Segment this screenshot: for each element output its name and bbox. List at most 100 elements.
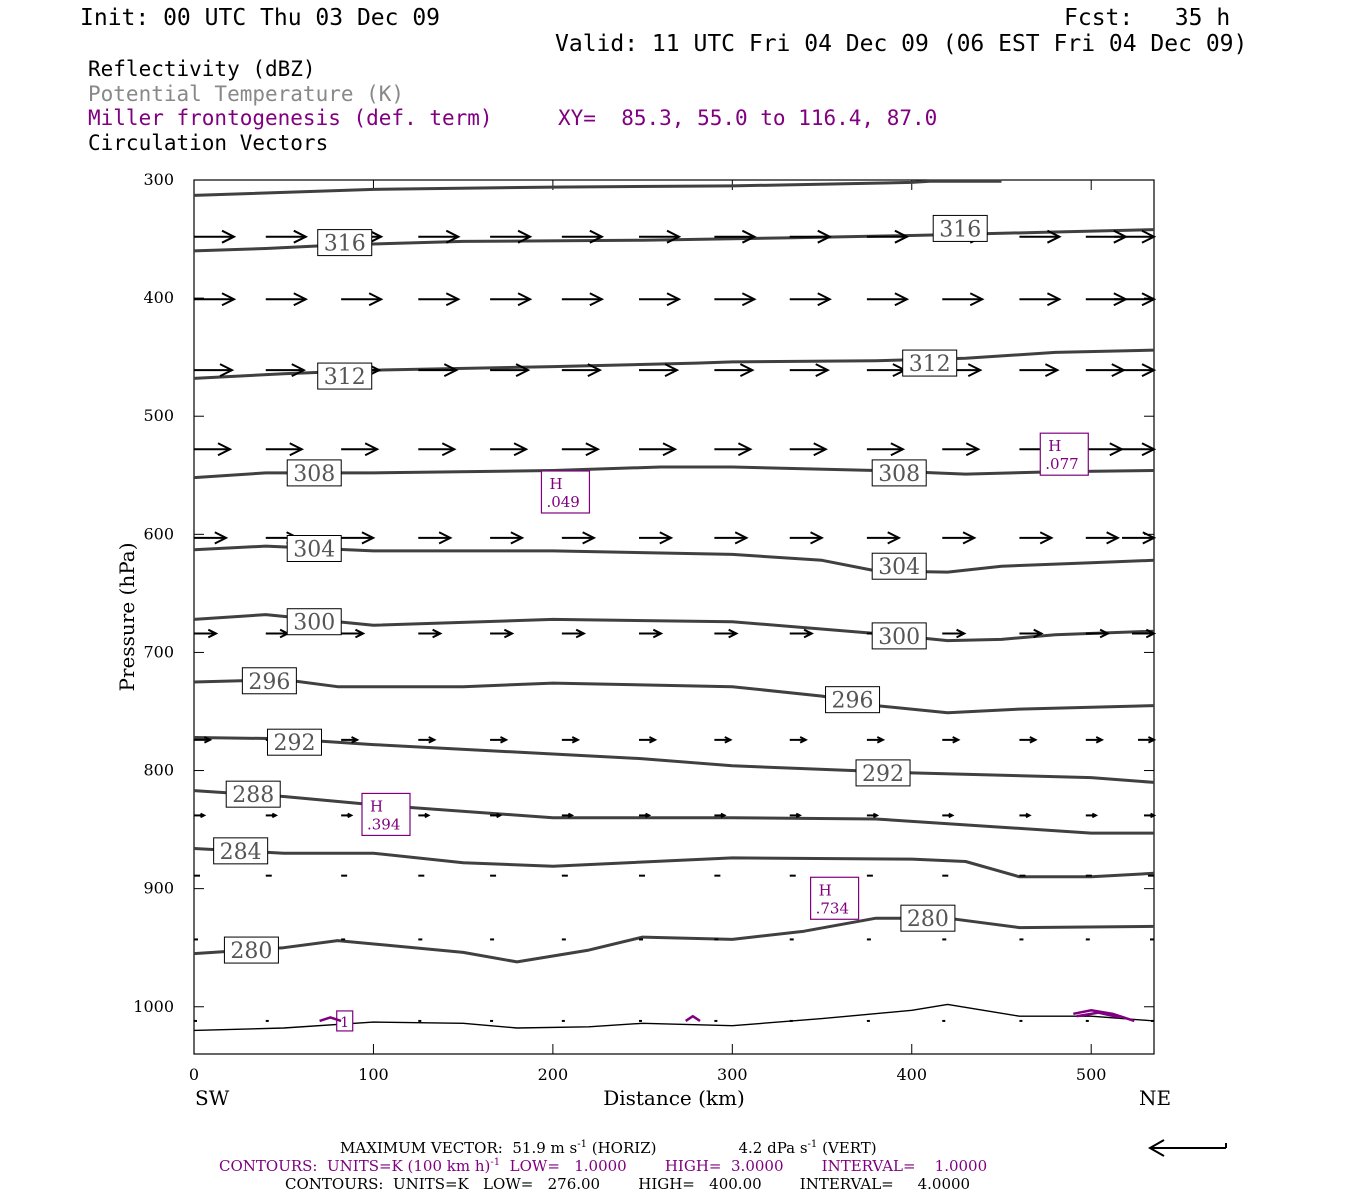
theta-label-text: 280 [907, 907, 949, 932]
circulation-vector [714, 229, 757, 244]
vector-head [1145, 628, 1157, 639]
frontogenesis-max-box [540, 470, 591, 514]
circulation-vector [714, 363, 755, 378]
theta-contour-284 [193, 847, 1155, 879]
vector-head [1029, 736, 1038, 744]
vector-head [645, 812, 652, 819]
plot-frame [193, 179, 1155, 1055]
vector-head [1141, 229, 1157, 244]
y-axis-label: Pressure (hPa) [115, 543, 139, 692]
circulation-vector [639, 442, 678, 457]
theta-label: 308 [286, 459, 342, 487]
frontogenesis-max-value: .394 [367, 815, 400, 833]
circulation-vector [866, 229, 910, 244]
circulation-vector [265, 628, 291, 639]
vector-head [817, 292, 832, 307]
circulation-vector [418, 363, 459, 378]
y-tick-label: 700 [143, 642, 174, 661]
theta-label: 304 [286, 534, 342, 562]
theta-label: 296 [825, 686, 881, 714]
theta-label-box [932, 214, 988, 242]
theta-contour-296 [193, 678, 1155, 715]
vector-head [200, 812, 207, 819]
theta-label-text: 312 [909, 352, 951, 377]
circulation-vector [265, 229, 309, 244]
reference-vector-arrow [1147, 1139, 1227, 1157]
init-time: Init: 00 UTC Thu 03 Dec 09 [80, 5, 441, 31]
vector-head [515, 363, 531, 378]
x-tick-label: 400 [896, 1065, 927, 1084]
theta-contour-280 [193, 916, 1155, 964]
theta-label-text: 292 [273, 731, 315, 756]
vector-head [872, 812, 880, 819]
circulation-vector [490, 531, 525, 545]
y-tick-label: 300 [143, 170, 174, 189]
max-vector-vert-sup: -1 [807, 1139, 818, 1150]
theta-label-text: 316 [939, 217, 981, 242]
vector-head [952, 736, 961, 744]
theta-label-text: 312 [324, 365, 366, 390]
vector-head [424, 812, 431, 819]
theta-label-text: 304 [878, 555, 920, 580]
theta-label: 292 [855, 759, 911, 787]
vector-head [724, 736, 733, 744]
vector-head [513, 442, 529, 457]
vector-head [728, 628, 739, 639]
circulation-vector [561, 628, 587, 639]
theta-label: 312 [902, 349, 958, 377]
vector-head [221, 292, 237, 307]
frontogenesis-contour-info: CONTOURS: UNITS=K (100 km h)-1 LOW= 1.00… [219, 1158, 987, 1174]
layer-reflectivity: Reflectivity (dBZ) [88, 57, 316, 81]
circulation-vector [341, 442, 380, 457]
theta-label-box [286, 608, 342, 636]
circulation-vector [341, 292, 384, 307]
circulation-vector [789, 628, 814, 639]
frontogenesis-contour-sup: -1 [490, 1157, 501, 1168]
circulation-vector [1138, 736, 1157, 744]
vector-head [575, 628, 587, 639]
circulation-vector [561, 736, 581, 744]
vector-head [1142, 531, 1157, 545]
circulation-vector [866, 736, 886, 744]
circulation-vector [265, 442, 305, 457]
theta-label-box [286, 534, 342, 562]
frontogenesis-max-box [336, 1010, 354, 1032]
circulation-vector [639, 812, 652, 819]
vector-head [894, 292, 910, 307]
frontogenesis-max: 1 [336, 1010, 354, 1032]
frontogenesis-max-box [361, 792, 411, 837]
vector-head [219, 363, 235, 378]
y-tick-label: 900 [143, 879, 174, 898]
circulation-vector [561, 363, 603, 378]
vector-head [894, 229, 910, 244]
theta-label-text: 296 [248, 670, 290, 695]
vector-head [517, 292, 533, 307]
frontogenesis-contour-units: CONTOURS: UNITS=K (100 km h) [219, 1157, 491, 1175]
frontogenesis-max-value: .734 [816, 899, 849, 917]
layer-frontogenesis: Miller frontogenesis (def. term) [88, 106, 493, 130]
circulation-vector [490, 363, 531, 378]
vector-head [659, 531, 674, 545]
vector-head [1046, 292, 1062, 307]
vector-head [354, 628, 366, 639]
circulation-vector [265, 363, 307, 378]
cross-section-xy: XY= 85.3, 55.0 to 116.4, 87.0 [558, 106, 938, 130]
vector-head [441, 442, 457, 457]
theta-label-text: 284 [220, 840, 262, 865]
vector-head [890, 442, 906, 457]
x-tick-label: 500 [1076, 1065, 1107, 1084]
x-tick-label: 100 [358, 1065, 389, 1084]
theta-label-box [241, 667, 297, 695]
theta-label: 308 [871, 459, 927, 487]
theta-labels: 316 316 312 312 308 308 304 304 300 300 296 296 292 2… [213, 214, 988, 964]
circulation-vector [714, 531, 749, 545]
frontogenesis-contour [319, 1016, 342, 1023]
circulation-vector [639, 363, 680, 378]
theta-label-box [871, 622, 927, 650]
theta-contour-288 [193, 789, 1154, 835]
circulation-vector [194, 229, 237, 244]
vector-head [795, 812, 802, 819]
vector-head [517, 229, 533, 244]
circulation-vector [1019, 363, 1060, 378]
